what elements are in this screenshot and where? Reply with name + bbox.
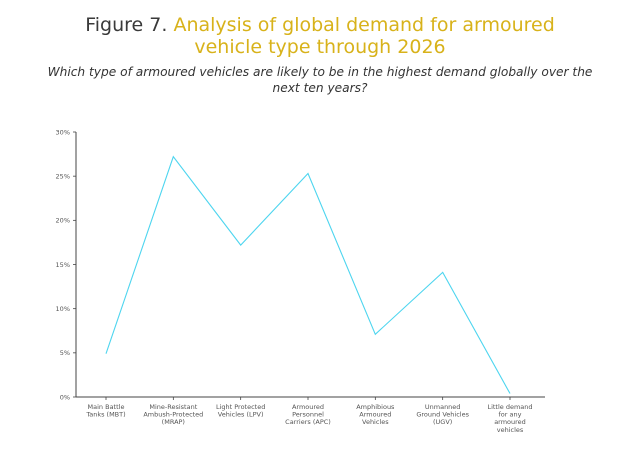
title-text-line1: Analysis of global demand for armoured xyxy=(173,14,555,36)
x-axis-ticks: Main Battle Tanks (MBT) Mine-Resistant Ambu… xyxy=(85,397,533,434)
x-tick-label: Light Protected Vehicles (LPV) xyxy=(216,403,265,419)
chart-title: Figure 7. Analysis of global demand for … xyxy=(60,14,580,58)
y-axis-ticks: 0% 5% 10% 15% 20% 25% 30% xyxy=(56,128,76,401)
title-text-line2: vehicle type through 2026 xyxy=(194,36,446,58)
series-line xyxy=(105,155,511,394)
y-tick-label: 20% xyxy=(56,217,70,225)
y-tick-label: 10% xyxy=(56,305,70,313)
x-tick-label: Unmanned Ground Vehicles (UGV) xyxy=(416,403,469,426)
y-tick-label: 15% xyxy=(56,261,70,269)
x-tick-label: Main Battle Tanks (MBT) xyxy=(85,403,125,419)
figure-label: Figure 7. xyxy=(85,14,168,36)
x-tick-label: Mine-Resistant Ambush-Protected (MRAP) xyxy=(143,403,203,426)
y-tick-label: 5% xyxy=(60,349,70,357)
x-tick-label: Little demand for any armoured vehicles xyxy=(487,403,532,434)
chart-subtitle: Which type of armoured vehicles are like… xyxy=(47,65,593,95)
y-tick-label: 30% xyxy=(56,128,70,136)
x-tick-label: Armoured Personnel Carriers (APC) xyxy=(285,403,331,426)
y-tick-label: 0% xyxy=(60,393,70,401)
chart-axes xyxy=(75,132,545,398)
series-layer xyxy=(105,155,511,394)
y-tick-label: 25% xyxy=(56,172,70,180)
x-tick-label: Amphibious Armoured Vehicles xyxy=(356,403,395,426)
